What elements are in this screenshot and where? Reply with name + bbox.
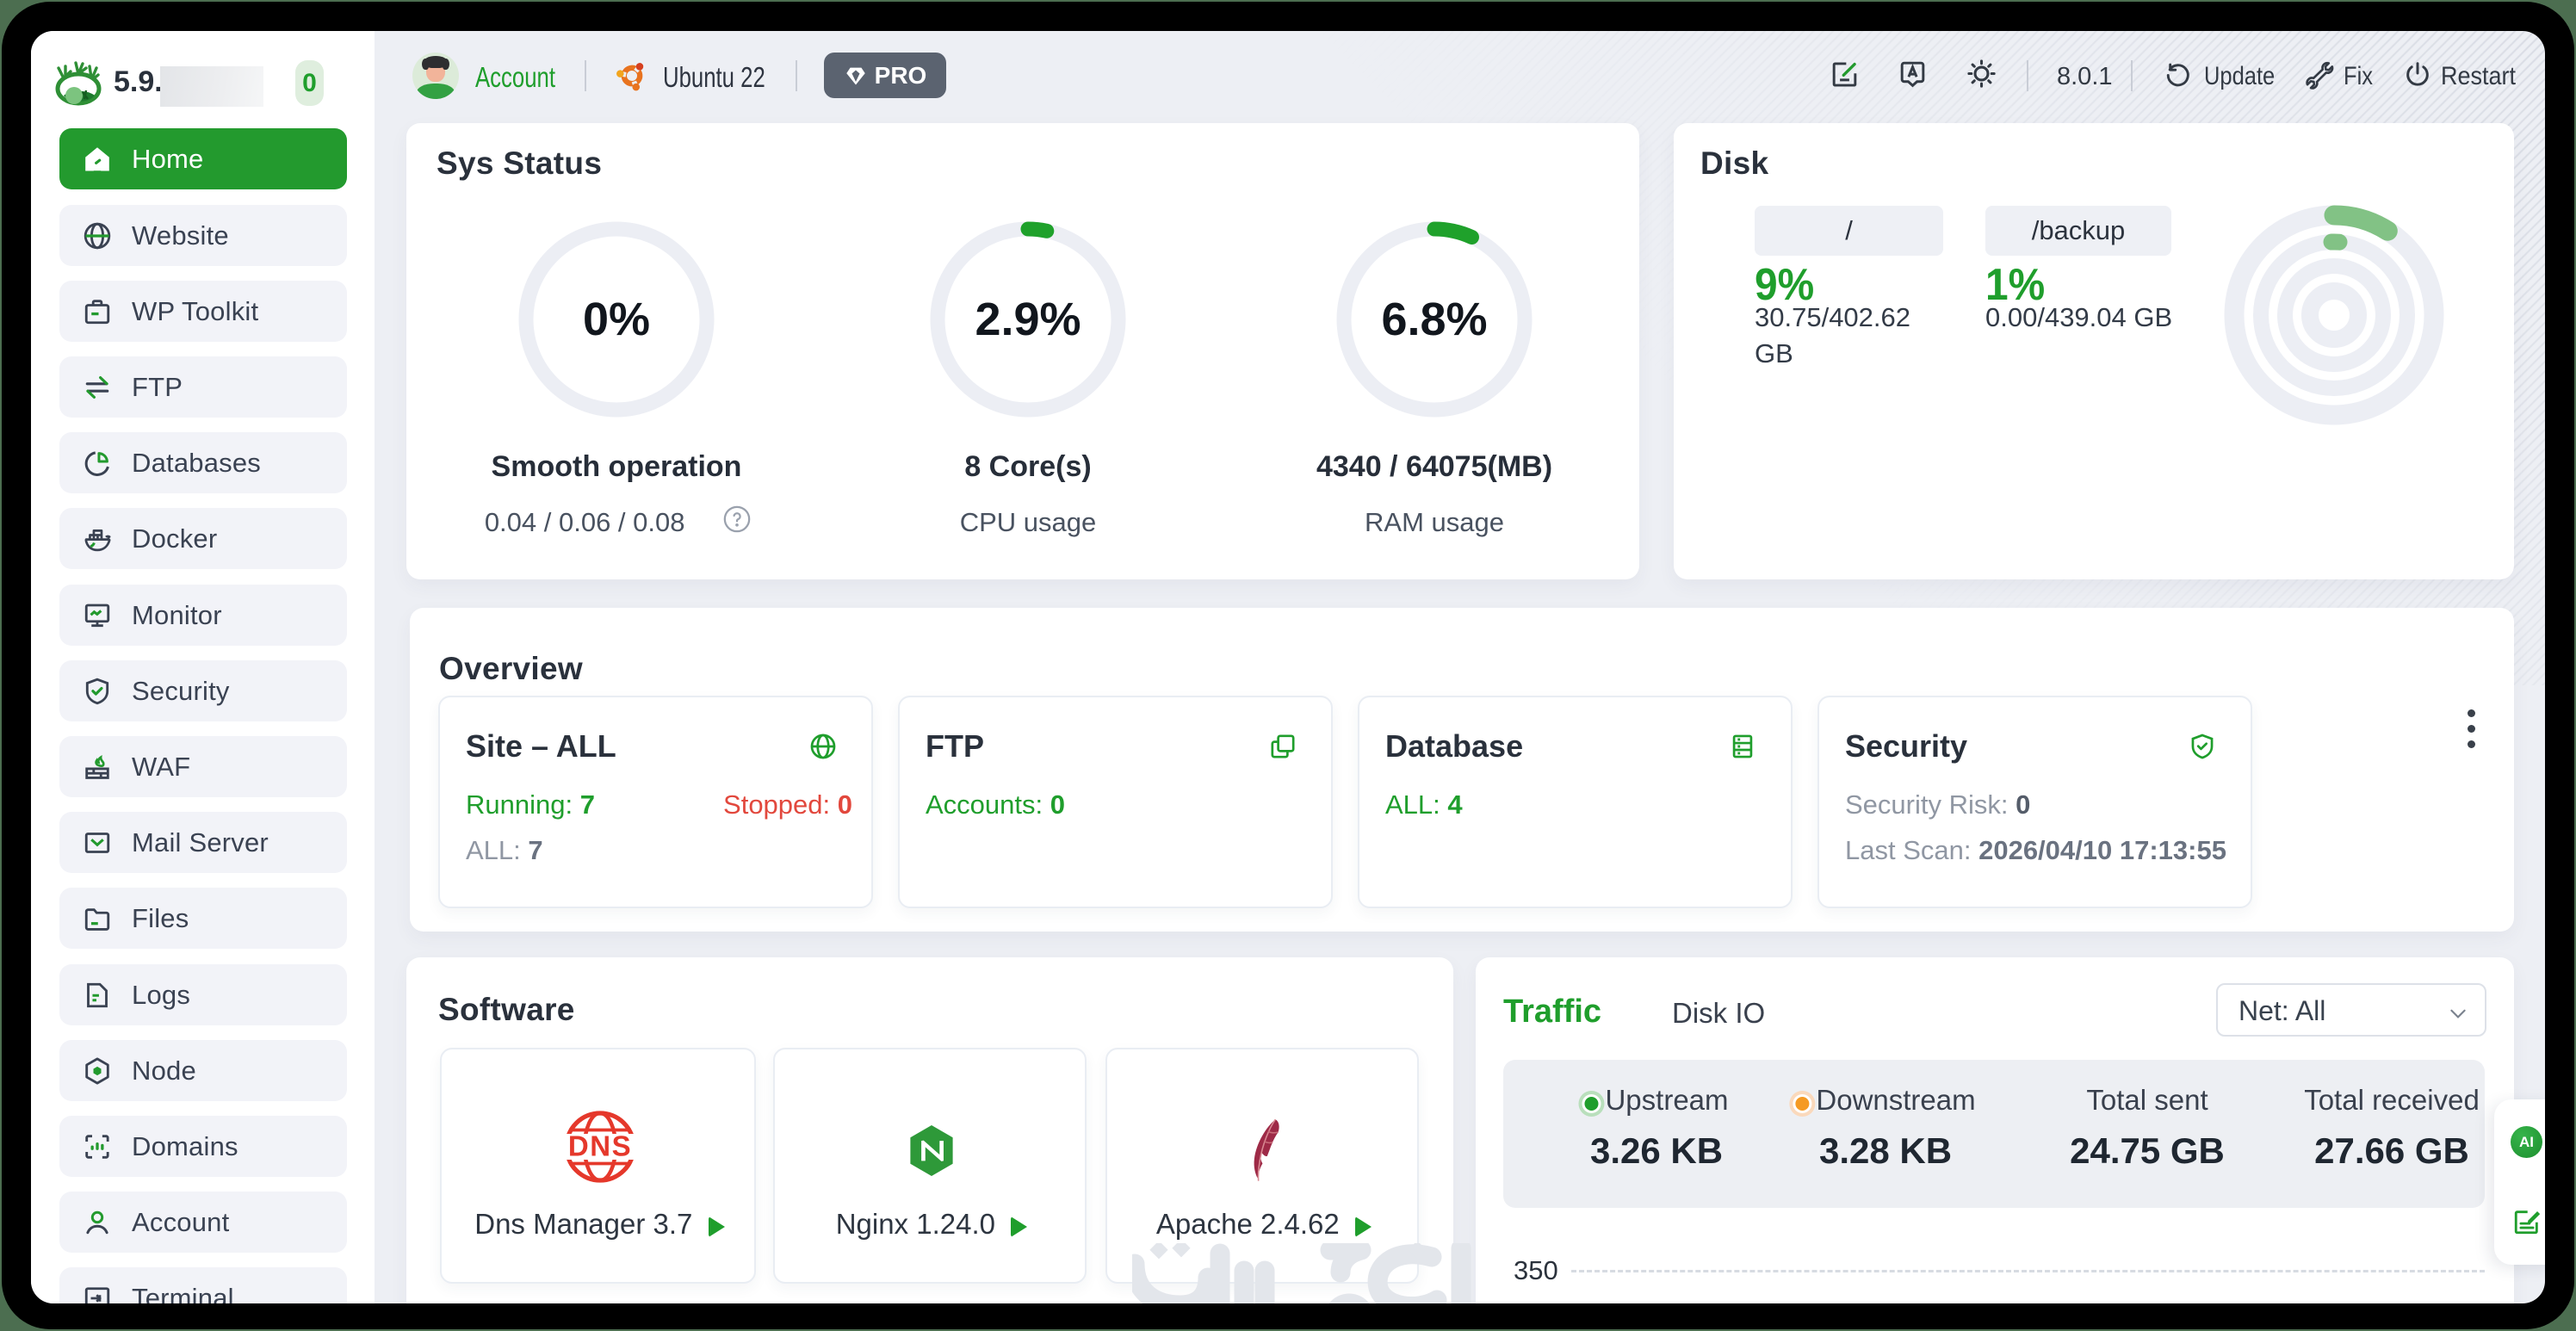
svg-text:0%: 0% xyxy=(583,294,650,345)
svg-text:DNS: DNS xyxy=(568,1130,632,1162)
svg-text:2.9%: 2.9% xyxy=(975,294,1081,345)
svg-text:6.8%: 6.8% xyxy=(1381,294,1487,345)
